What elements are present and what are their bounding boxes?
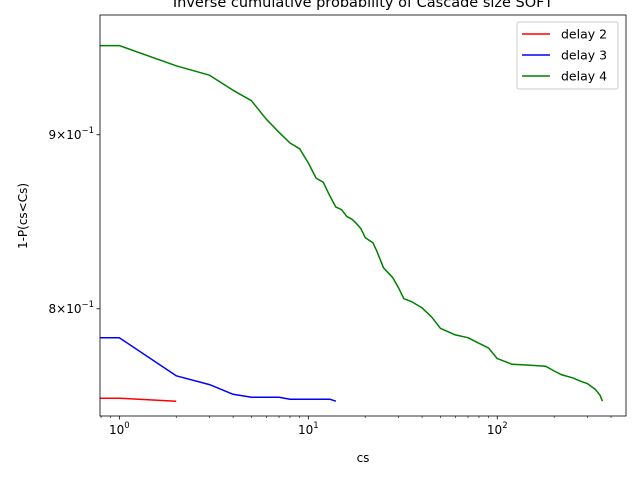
legend: delay 2 delay 3 delay 4 <box>516 21 619 90</box>
legend-label-delay-3: delay 3 <box>561 48 607 63</box>
x-axis-label: cs <box>357 451 370 465</box>
y-tick-label-exponent: −1 <box>81 300 94 310</box>
x-tick-label-base: 10 <box>487 423 502 437</box>
x-tick-label-base: 10 <box>298 423 313 437</box>
x-tick-label: 102 <box>487 421 508 437</box>
y-tick-label-mantissa: 9 <box>48 128 56 142</box>
y-tick-label: 9×10−1 <box>48 126 94 142</box>
x-tick-label: 101 <box>298 421 319 437</box>
y-tick-label-base: 10 <box>66 302 81 316</box>
y-tick-label-times: × <box>56 302 66 316</box>
y-tick-label-times: × <box>56 128 66 142</box>
y-tick-label-exponent: −1 <box>81 126 94 136</box>
legend-label-delay-2: delay 2 <box>561 27 607 42</box>
series-line-delay-3 <box>100 336 337 402</box>
legend-label-delay-4: delay 4 <box>561 69 607 84</box>
y-tick-label: 8×10−1 <box>48 300 94 316</box>
series-line-delay-2 <box>100 397 177 402</box>
y-tick-label-base: 10 <box>66 128 81 142</box>
x-tick-label-base: 10 <box>109 423 124 437</box>
y-axis-label: 1-P(cs<Cs) <box>16 183 30 249</box>
plot-frame <box>99 14 627 417</box>
legend-box <box>516 21 619 90</box>
x-tick-label: 100 <box>109 421 130 437</box>
x-tick-label-exponent: 1 <box>313 421 318 431</box>
chart-title: Inverse cumulative probability of Cascad… <box>173 0 553 11</box>
x-tick-label-exponent: 0 <box>124 421 129 431</box>
x-tick-label-exponent: 2 <box>502 421 507 431</box>
y-tick-label-mantissa: 8 <box>48 302 56 316</box>
series-line-delay-4 <box>100 44 604 402</box>
